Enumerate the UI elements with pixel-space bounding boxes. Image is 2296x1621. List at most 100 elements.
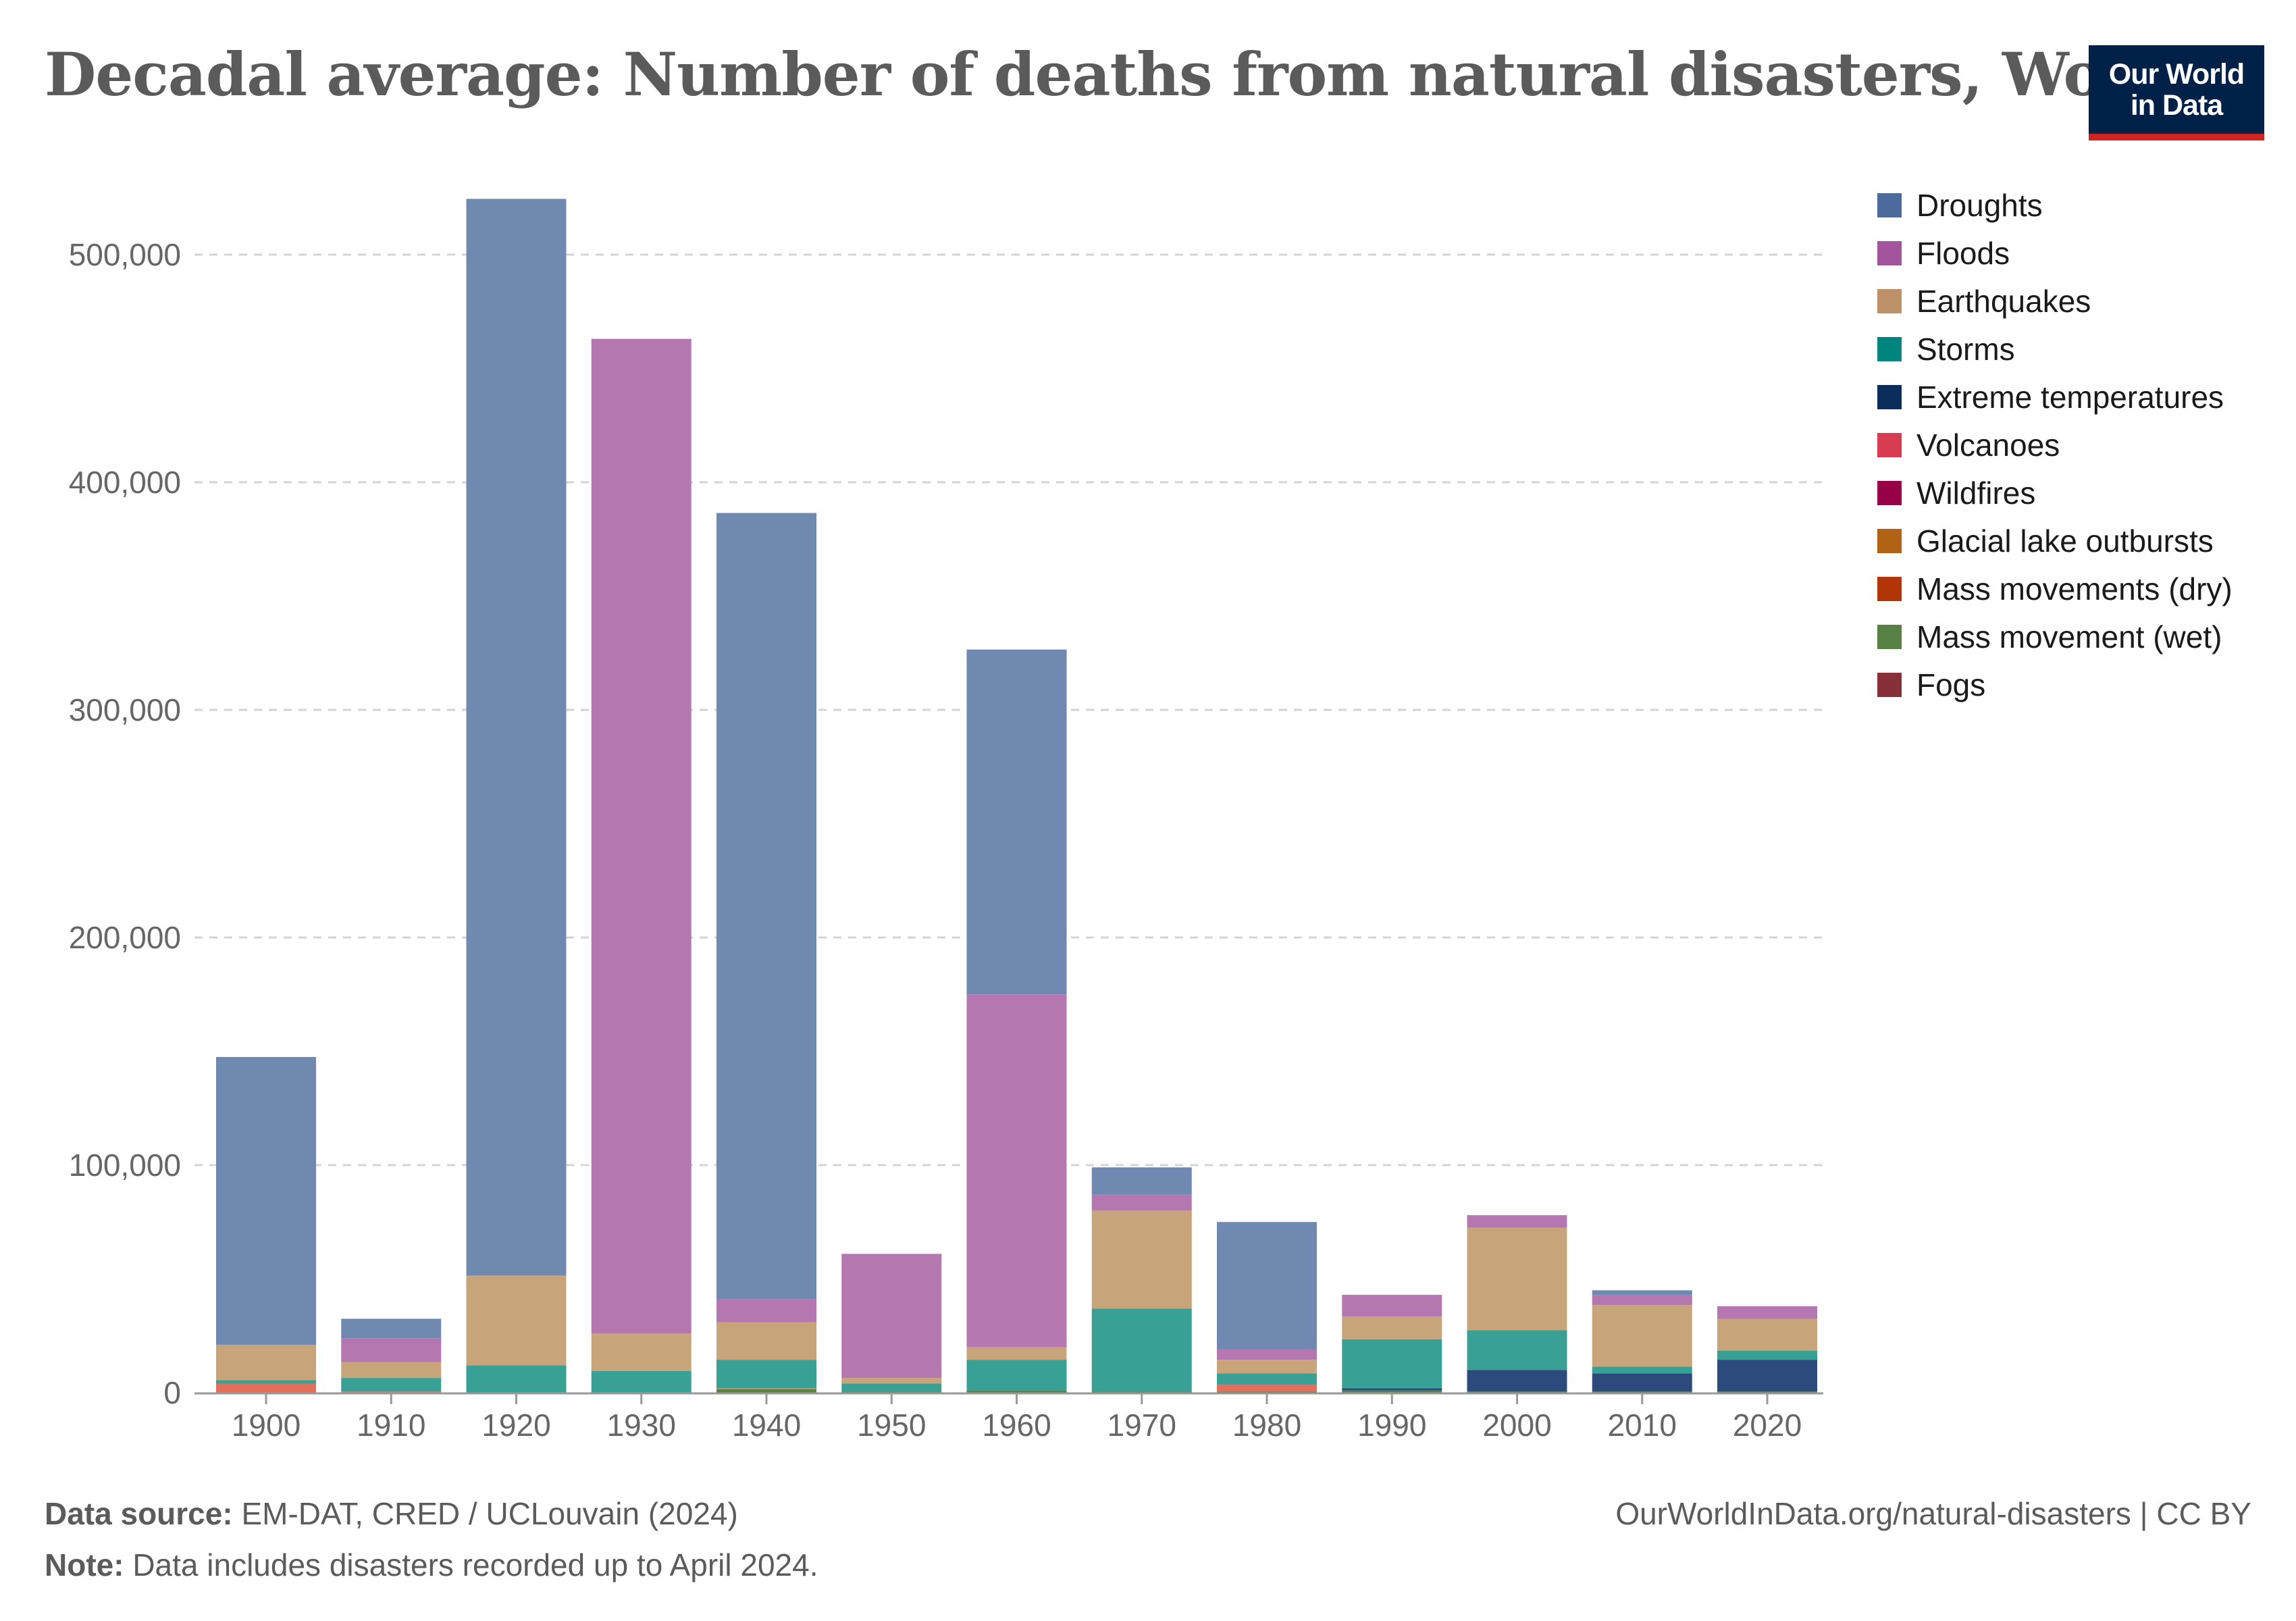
bar-segment [1717, 1306, 1817, 1319]
bar-segment [466, 1365, 567, 1393]
legend-item[interactable]: Droughts [1877, 181, 2233, 229]
bar-segment [1467, 1391, 1567, 1393]
bar-segment [841, 1378, 942, 1384]
bar-segment [1717, 1360, 1817, 1392]
source-url-link[interactable]: OurWorldInData.org/natural-disasters | C… [1615, 1496, 2251, 1531]
bar-segment [716, 1322, 816, 1360]
source-text: EM-DAT, CRED / UCLouvain (2024) [241, 1496, 738, 1531]
bar-segment [466, 199, 567, 1276]
bar-segment [716, 1299, 816, 1322]
legend-label: Earthquakes [1916, 283, 2091, 319]
legend-item[interactable]: Storms [1877, 325, 2233, 373]
bar-segment [716, 513, 816, 1300]
y-tick-label: 200,000 [69, 920, 181, 955]
legend-swatch [1877, 432, 1902, 457]
x-tick-label: 1930 [607, 1408, 676, 1443]
bar-segment [1592, 1391, 1692, 1393]
x-tick-label: 1910 [357, 1408, 425, 1443]
bar-segment [1467, 1330, 1567, 1370]
x-tick-label: 1900 [232, 1408, 301, 1443]
bar-stack-2000 [1467, 1215, 1567, 1393]
bar-segment [1342, 1339, 1442, 1389]
bar-segment [341, 1318, 442, 1339]
bars [216, 199, 1817, 1393]
bar-stack-1940 [716, 513, 816, 1393]
bar-segment [216, 1345, 316, 1381]
source-label: Data source: [45, 1496, 233, 1531]
bar-stack-1980 [1217, 1222, 1317, 1393]
bar-segment [1217, 1391, 1317, 1393]
bar-segment [1717, 1318, 1817, 1351]
legend-label: Glacial lake outbursts [1916, 523, 2214, 559]
bar-segment [1091, 1194, 1192, 1211]
legend-label: Floods [1916, 235, 2010, 271]
x-tick-label: 1970 [1107, 1408, 1176, 1443]
x-axis: 1900 1910 1920 1930 1940 1950 1960 1970 1980 1990… [194, 1392, 1823, 1443]
bar-segment [1717, 1350, 1817, 1360]
bar-segment [1592, 1305, 1692, 1367]
bar-segment [1217, 1349, 1317, 1360]
bar-segment [1091, 1391, 1192, 1393]
bar-segment [716, 1360, 816, 1389]
bar-segment [1342, 1390, 1442, 1393]
bar-segment [341, 1362, 442, 1379]
bar-segment [1217, 1373, 1317, 1385]
gridlines [194, 253, 1823, 1166]
bar-stack-1990 [1342, 1295, 1442, 1393]
data-note: Note: Data includes disasters recorded u… [45, 1547, 818, 1583]
bar-segment [216, 1380, 316, 1384]
legend-label: Extreme temperatures [1916, 379, 2224, 415]
legend-swatch [1877, 240, 1902, 265]
legend-item[interactable]: Extreme temperatures [1877, 373, 2233, 421]
bar-segment [966, 649, 1067, 995]
bar-segment [1217, 1385, 1317, 1392]
owid-logo[interactable]: Our World in Data [2089, 45, 2264, 140]
x-tick-label: 1980 [1232, 1408, 1301, 1443]
bar-segment [841, 1391, 942, 1393]
bar-stack-1960 [966, 649, 1067, 1393]
bar-segment [466, 1275, 567, 1366]
bar-stack-1930 [591, 338, 692, 1393]
note-label: Note: [45, 1547, 124, 1583]
bar-stack-2010 [1592, 1290, 1692, 1393]
legend-swatch [1877, 336, 1902, 361]
legend-swatch [1877, 480, 1902, 505]
legend-item[interactable]: Volcanoes [1877, 421, 2233, 469]
bar-stack-1900 [216, 1056, 316, 1393]
legend-swatch [1877, 288, 1902, 313]
bar-stack-1910 [341, 1318, 442, 1393]
bar-segment [1091, 1308, 1192, 1392]
legend-item[interactable]: Mass movement (wet) [1877, 613, 2233, 661]
bar-segment [341, 1378, 442, 1392]
legend-item[interactable]: Mass movements (dry) [1877, 565, 2233, 613]
x-tick-label: 1940 [732, 1408, 801, 1443]
y-tick-label: 100,000 [69, 1148, 181, 1183]
legend-label: Mass movement (wet) [1916, 619, 2222, 654]
note-text: Data includes disasters recorded up to A… [132, 1547, 818, 1583]
x-tick-label: 1920 [481, 1408, 550, 1443]
bar-segment [1592, 1295, 1692, 1306]
legend-item[interactable]: Earthquakes [1877, 277, 2233, 325]
x-tick-label: 2020 [1733, 1408, 1802, 1443]
legend-item[interactable]: Fogs [1877, 661, 2233, 709]
bar-segment [966, 994, 1067, 1347]
x-tick-label: 2000 [1482, 1408, 1551, 1443]
bar-segment [1217, 1222, 1317, 1349]
legend: Droughts Floods Earthquakes Storms Extreme t… [1877, 181, 2233, 709]
bar-segment [216, 1056, 316, 1345]
x-tick-label: 2010 [1608, 1408, 1677, 1443]
legend-swatch [1877, 576, 1902, 601]
legend-item[interactable]: Glacial lake outbursts [1877, 517, 2233, 565]
legend-swatch [1877, 528, 1902, 553]
legend-label: Droughts [1916, 187, 2043, 223]
bar-segment [1342, 1388, 1442, 1391]
legend-item[interactable]: Wildfires [1877, 469, 2233, 517]
y-tick-label: 400,000 [69, 465, 181, 500]
legend-item[interactable]: Floods [1877, 229, 2233, 277]
legend-label: Wildfires [1916, 475, 2036, 511]
legend-swatch [1877, 192, 1902, 217]
y-tick-label: 500,000 [69, 237, 181, 272]
bar-segment [216, 1383, 316, 1393]
legend-swatch [1877, 672, 1902, 697]
